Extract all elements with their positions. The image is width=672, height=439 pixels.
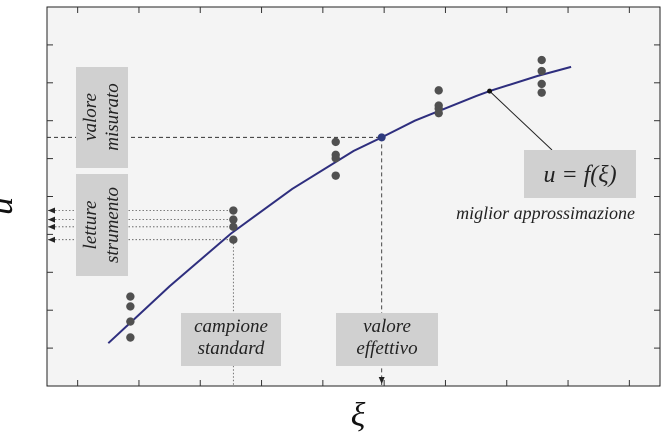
x-axis-label: ξ xyxy=(351,397,366,434)
best-fit-caption: miglior approssimazione xyxy=(456,203,635,223)
label-line: valore xyxy=(80,93,101,141)
instrument-reading-arrow xyxy=(48,207,55,214)
valore-misurato-label: valoremisurato xyxy=(80,83,123,151)
data-point xyxy=(331,171,340,180)
data-point xyxy=(126,302,135,311)
data-point xyxy=(229,215,238,224)
valore-effettivo-box xyxy=(336,313,438,366)
campione-standard-label: campione standard xyxy=(194,316,268,359)
valore-effettivo-label: valore effettivo xyxy=(356,316,417,359)
letture-strumento-label: letturestrumento xyxy=(80,187,123,263)
equation-leader-line xyxy=(489,90,553,151)
valore-misurato-point xyxy=(377,133,386,142)
label-line: effettivo xyxy=(356,338,417,359)
equation-box xyxy=(524,150,636,198)
data-point xyxy=(537,79,546,89)
data-point xyxy=(126,333,135,342)
label-line: strumento xyxy=(102,187,123,263)
data-point xyxy=(331,137,340,147)
data-point xyxy=(331,154,340,163)
data-point xyxy=(434,86,443,95)
true-value-arrow xyxy=(378,377,385,384)
label-line: standard xyxy=(198,338,265,359)
tick-marks xyxy=(47,7,660,386)
data-points xyxy=(126,55,546,342)
label-line: misurato xyxy=(102,83,123,151)
data-point xyxy=(229,222,238,232)
data-point xyxy=(229,206,238,215)
equation-anchor-point xyxy=(487,88,493,94)
y-axis-label: u xyxy=(0,197,20,215)
data-point xyxy=(126,317,135,326)
data-point xyxy=(126,292,135,301)
valore-misurato-box xyxy=(76,67,128,168)
data-point xyxy=(537,88,546,97)
equation-label: u = f(ξ) xyxy=(543,162,616,188)
instrument-reading-arrow xyxy=(48,223,55,230)
data-point xyxy=(434,108,443,118)
label-line: letture xyxy=(80,201,101,250)
campione-standard-box xyxy=(181,313,281,366)
data-point xyxy=(537,55,546,65)
letture-strumento-box xyxy=(76,174,128,276)
instrument-reading-arrow xyxy=(48,216,55,223)
data-point xyxy=(229,235,238,244)
data-point xyxy=(537,66,546,76)
label-line: valore xyxy=(363,316,411,337)
label-line: campione xyxy=(194,316,268,337)
instrument-reading-arrow xyxy=(48,236,55,243)
